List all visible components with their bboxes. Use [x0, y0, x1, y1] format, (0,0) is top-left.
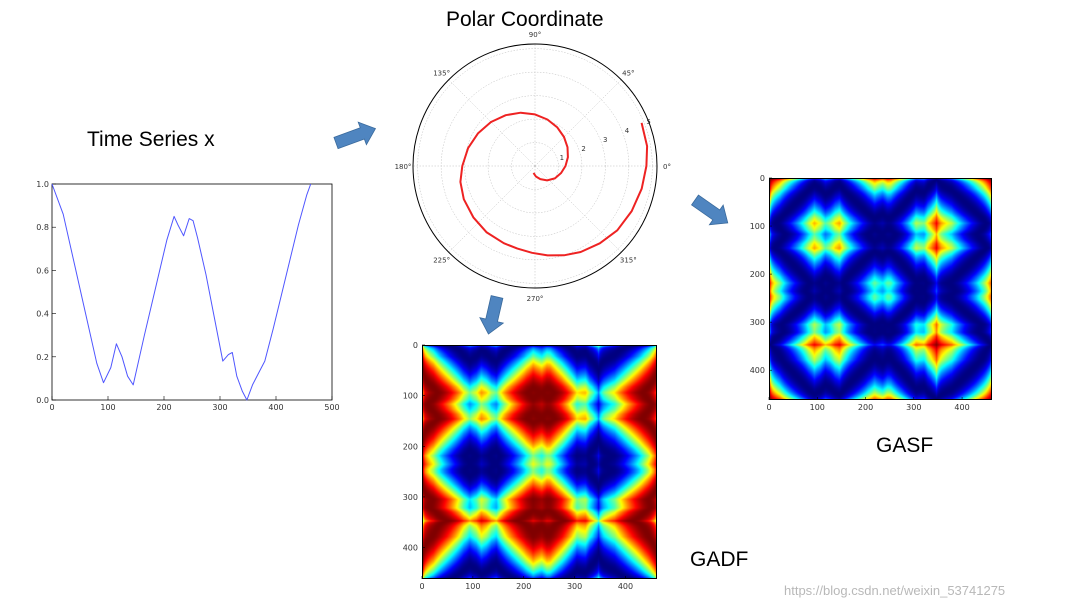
heatmap-y-tick-label: 100	[403, 392, 418, 401]
polar-chart: 0° 45° 90° 135° 180° 225° 270° 315° 1 2 3 4 5	[395, 31, 671, 303]
heatmap-x-tick-label: 200	[858, 403, 873, 412]
x-tick-label: 0	[49, 403, 54, 412]
polar-radius-ring	[511, 142, 559, 190]
polar-radius-label: 3	[603, 136, 607, 144]
gadf-heatmap	[422, 345, 657, 579]
watermark: https://blog.csdn.net/weixin_53741275	[784, 583, 1006, 598]
time-series-title: Time Series x	[87, 128, 215, 151]
arrow-to-polar	[333, 121, 377, 150]
gasf-heatmap	[769, 178, 992, 400]
polar-angle-label: 45°	[622, 70, 634, 78]
polar-radius-label: 1	[560, 154, 564, 162]
polar-spoke	[448, 165, 536, 253]
polar-spoke	[534, 165, 622, 253]
polar-radius-ring	[487, 118, 583, 214]
heatmap-x-tick-label: 0	[766, 403, 771, 412]
x-tick-label: 300	[212, 403, 227, 412]
heatmap-y-tick-label: 300	[403, 493, 418, 502]
heatmap-y-tick-label: 0	[760, 174, 765, 183]
heatmap-y-tick-label: 400	[403, 544, 418, 553]
heatmap-y-tick-label: 400	[750, 366, 765, 375]
time-series-frame	[51, 183, 333, 401]
heatmap-x-tick-label: 400	[954, 403, 969, 412]
polar-angle-label: 0°	[663, 163, 671, 171]
gasf-label: GASF	[876, 434, 934, 457]
polar-spoke	[448, 79, 536, 167]
polar-angle-label: 180°	[395, 163, 412, 171]
x-tick-label: 500	[324, 403, 339, 412]
heatmap-x-tick-label: 100	[810, 403, 825, 412]
heatmap-x-tick-label: 300	[567, 582, 582, 591]
time-series-chart: 0 100 200 300 400 500 0.0 0.2 0.4 0.6 0.8 1.0	[36, 180, 339, 412]
x-tick-label: 200	[156, 403, 171, 412]
y-tick-label: 0.4	[36, 310, 49, 319]
polar-angle-label: 225°	[433, 256, 450, 264]
heatmap-x-tick-label: 200	[516, 582, 531, 591]
heatmap-y-tick-label: 100	[750, 222, 765, 231]
polar-angle-label: 135°	[433, 70, 450, 78]
polar-title: Polar Coordinate	[446, 8, 604, 31]
time-series-line	[51, 183, 312, 401]
heatmap-y-tick-label: 300	[750, 318, 765, 327]
heatmap-x-tick-label: 300	[906, 403, 921, 412]
heatmap-y-tick-label: 0	[413, 341, 418, 350]
y-tick-label: 0.6	[36, 266, 49, 275]
polar-radius-label: 2	[581, 145, 585, 153]
y-tick-label: 0.8	[36, 223, 49, 232]
heatmap-y-tick-label: 200	[750, 270, 765, 279]
arrow-to-gasf	[691, 194, 729, 226]
x-tick-label: 100	[100, 403, 115, 412]
heatmap-y-tick-label: 200	[403, 442, 418, 451]
x-tick-label: 400	[268, 403, 283, 412]
polar-angle-label: 90°	[529, 31, 541, 39]
heatmap-x-tick-label: 0	[419, 582, 424, 591]
gadf-label: GADF	[690, 548, 749, 571]
y-tick-label: 0.2	[36, 353, 49, 362]
polar-spoke	[534, 79, 622, 167]
polar-radius-label: 4	[625, 127, 630, 135]
polar-radius-label: 5	[646, 118, 650, 126]
heatmap-x-tick-label: 400	[618, 582, 633, 591]
heatmap-x-tick-label: 100	[465, 582, 480, 591]
polar-outer-ring	[412, 43, 658, 289]
polar-angle-label: 315°	[620, 256, 637, 264]
gadf-axis-ticks: 0 100 200 300 400 0 100 200 300 400	[403, 341, 633, 591]
polar-angle-label: 270°	[527, 295, 544, 303]
y-tick-label: 0.0	[36, 396, 49, 405]
y-tick-label: 1.0	[36, 180, 49, 189]
gasf-axis-ticks: 0 100 200 300 400 0 100 200 300 400	[750, 174, 970, 412]
polar-spiral-line	[459, 111, 649, 257]
